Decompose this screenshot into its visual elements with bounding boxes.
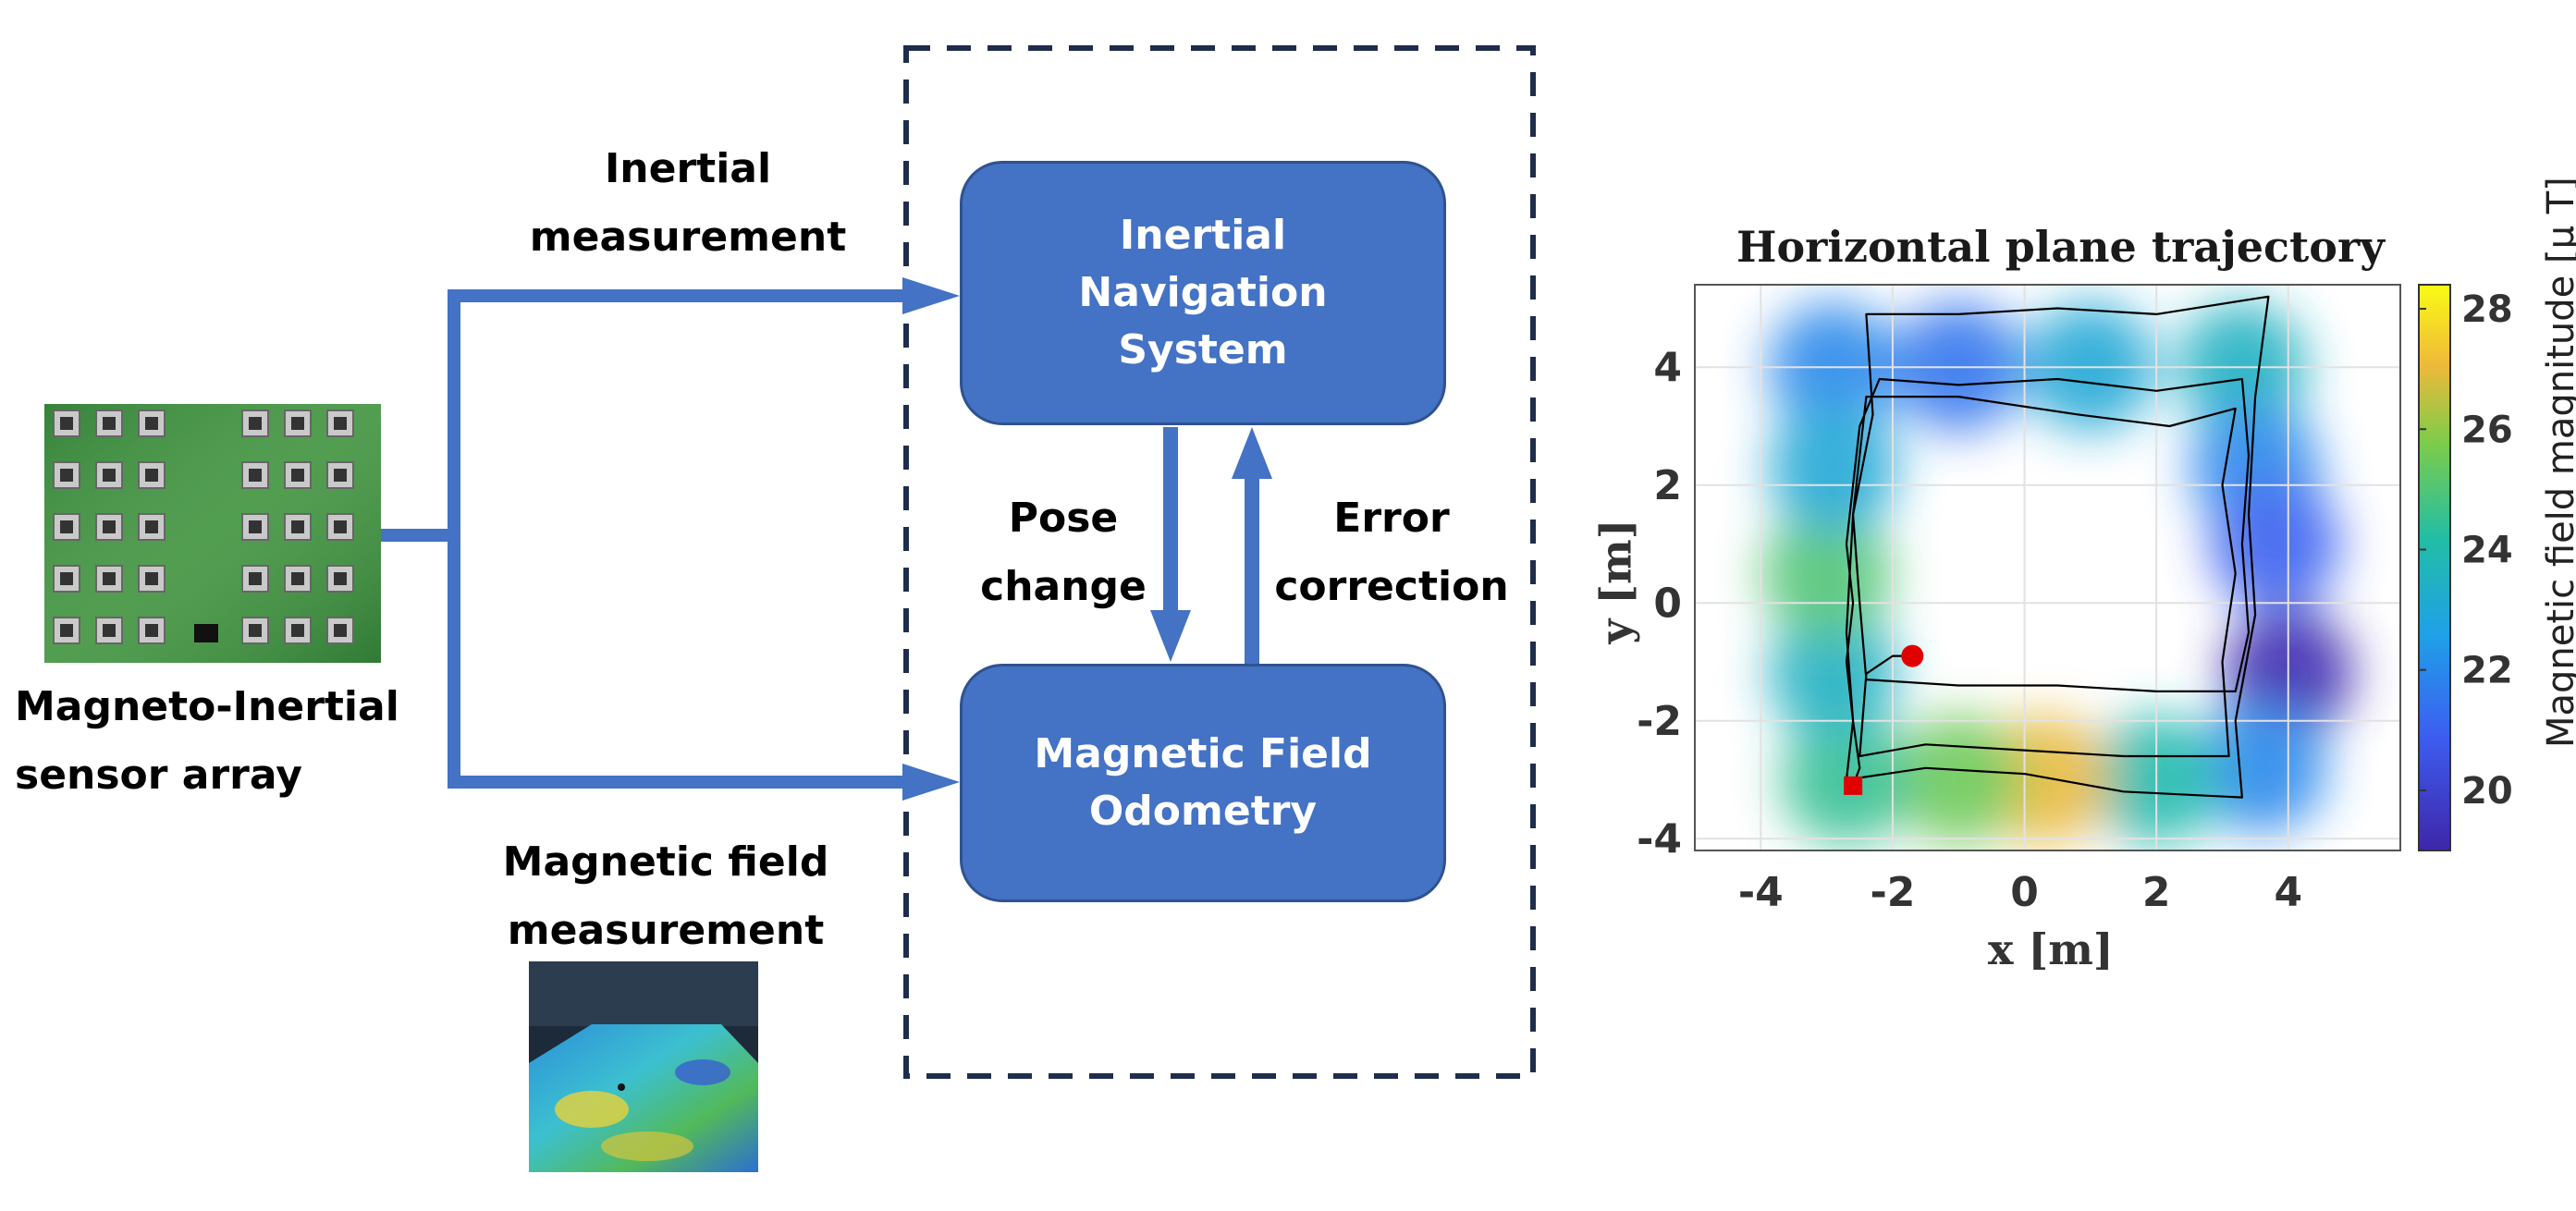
sensor-chip-core <box>291 417 304 430</box>
sensor-chip-core <box>60 520 73 533</box>
magnetic-arrow-shaft <box>448 776 908 789</box>
sensor-chip-core <box>334 417 347 430</box>
sensor-chip-core <box>103 572 116 585</box>
colorbar-tick-label: 22 <box>2461 650 2513 692</box>
magnetic-field-measurement-label: Magnetic field measurement <box>502 838 829 954</box>
sensor-chip-core <box>334 572 347 585</box>
inertial-measurement-label: Inertial measurement <box>529 145 847 261</box>
inertial-navigation-system-box: Inertial Navigation System <box>960 161 1446 425</box>
x-axis-label: x [m] <box>1988 924 2114 974</box>
sensor-chip-core <box>249 469 262 482</box>
inertial-arrow-head <box>902 277 960 314</box>
colorbar-label: Magnetic field magnitude [μ T] <box>2540 177 2576 748</box>
sensor-chip-core <box>145 520 158 533</box>
y-tick-label: 2 <box>1653 462 1682 509</box>
pose-arrow-shaft <box>1163 427 1178 612</box>
flow-arrows <box>381 277 1272 801</box>
sensor-chip-core <box>334 469 347 482</box>
y-tick-label: 4 <box>1653 344 1682 391</box>
y-axis-label: y [m] <box>1590 519 1641 644</box>
field-sample <box>1768 608 1898 739</box>
sensor-chip <box>326 461 354 489</box>
y-tick-label: 0 <box>1653 580 1682 627</box>
sensor-array-label: Magneto-Inertial sensor array <box>15 683 399 799</box>
field-sample <box>2197 703 2327 833</box>
start-marker <box>1844 776 1863 795</box>
sensor-chip-core <box>249 624 262 637</box>
colorbar-tick-label: 26 <box>2461 409 2513 451</box>
colorbar <box>2418 284 2451 851</box>
pose-change-label: Pose change <box>980 495 1147 610</box>
field-sample <box>1768 402 1898 532</box>
sensor-chip-core <box>145 469 158 482</box>
sensor-chip-core <box>249 417 262 430</box>
trajectory-line <box>1845 295 2270 799</box>
sensor-chip <box>53 461 80 489</box>
sensor-chip-core <box>103 469 116 482</box>
mfo-box-text: Magnetic Field Odometry <box>1034 730 1372 835</box>
sensor-chip-core <box>334 520 347 533</box>
sensor-chip-core <box>145 572 158 585</box>
colorbar-tick-label: 28 <box>2461 288 2513 331</box>
colorbar-tick-label: 20 <box>2461 770 2513 813</box>
error-arrow-shaft <box>1245 475 1259 664</box>
colorbar-tick-label: 24 <box>2461 529 2513 571</box>
field-sample <box>1894 715 2024 845</box>
x-tick-label: -4 <box>1738 869 1784 916</box>
sensor-chip <box>53 513 80 541</box>
end-marker <box>1901 644 1924 667</box>
inertial-arrow-shaft <box>448 289 908 302</box>
sensor-chip-core <box>145 624 158 637</box>
sensor-chip-core <box>103 520 116 533</box>
magnetic-field-floor-image <box>529 961 758 1172</box>
sensor-chip <box>95 461 123 489</box>
sensor-output-line <box>381 529 459 542</box>
axes-frame <box>1694 284 2401 851</box>
error-arrow-head <box>1232 427 1272 479</box>
sensor-array-image <box>44 404 381 663</box>
sensor-chip-core <box>291 624 304 637</box>
error-correction-label: Error correction <box>1274 495 1509 610</box>
sensor-chip-core <box>60 469 73 482</box>
sensor-chip <box>241 461 269 489</box>
sensor-chip-core <box>60 624 73 637</box>
sensor-chip-core <box>60 417 73 430</box>
sensor-chip-core <box>291 520 304 533</box>
sensor-chip <box>95 410 123 437</box>
sensor-chip-core <box>103 624 116 637</box>
sensor-chip-core <box>103 417 116 430</box>
x-tick-label: 2 <box>2142 869 2171 916</box>
sensor-chip-core <box>145 417 158 430</box>
y-tick-label: -2 <box>1637 698 1682 745</box>
plot-title: Horizontal plane trajectory <box>1736 222 2385 272</box>
x-tick-label: 4 <box>2274 869 2302 916</box>
magnetic-field-odometry-box: Magnetic Field Odometry <box>960 664 1446 902</box>
system-boundary-dashed <box>903 45 1536 1079</box>
sensor-chip-core <box>291 572 304 585</box>
sensor-chip-core <box>334 624 347 637</box>
sensor-chip-core <box>60 572 73 585</box>
sensor-chip-core <box>291 469 304 482</box>
sensor-chip-core <box>249 572 262 585</box>
ins-box-text: Inertial Navigation System <box>1078 212 1328 373</box>
sensor-chip-core <box>249 520 262 533</box>
sensor-chip <box>95 565 123 593</box>
branch-vertical-line <box>448 289 460 789</box>
y-tick-label: -4 <box>1637 815 1682 862</box>
magnetic-arrow-head <box>902 764 960 801</box>
x-tick-label: -2 <box>1870 869 1915 916</box>
field-sample <box>2210 479 2340 609</box>
x-tick-label: 0 <box>2010 869 2039 916</box>
pose-arrow-head <box>1150 610 1191 662</box>
